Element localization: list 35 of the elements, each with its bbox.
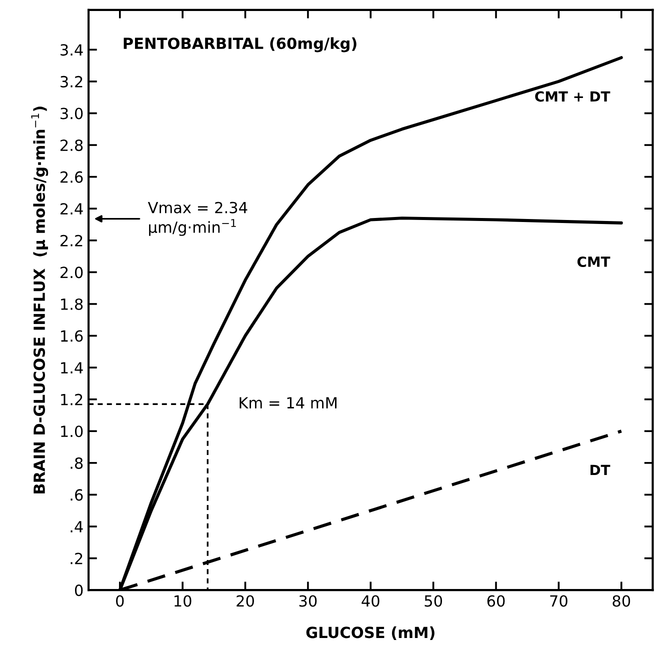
x-tick-label: 20	[236, 595, 254, 607]
y-tick-label: 1.2	[61, 394, 82, 406]
x-tick-label: 0	[116, 595, 124, 607]
y-tick-label: 3.4	[60, 44, 83, 56]
series-label: DT	[590, 464, 610, 476]
x-axis-title: GLUCOSE (mM)	[306, 626, 434, 640]
annotation: Km = 14 mM	[240, 397, 336, 408]
y-tick-label: 2.2	[60, 234, 82, 246]
annotation: Vmax = 2.34 μm/g·min$^{−1}$	[148, 202, 248, 236]
y-tick-label: .8	[70, 457, 83, 469]
y-tick-label: 2.6	[60, 171, 83, 183]
y-tick-label: .6	[70, 489, 83, 501]
x-tick-label: 40	[362, 595, 380, 607]
text: PENTOBARBITAL (60mg/kg)	[124, 37, 356, 52]
text: CMT	[577, 256, 610, 268]
y-tick-label: 2.0	[60, 266, 83, 278]
y-tick-label: .4	[70, 521, 83, 532]
x-tick-label: 60	[487, 595, 505, 607]
y-tick-label: .2	[70, 552, 82, 564]
x-tick-label: 70	[550, 595, 568, 607]
x-tick-label: 30	[299, 595, 317, 607]
y-tick-label: 0	[74, 584, 83, 596]
y-tick-label: 3.0	[60, 108, 83, 120]
y-tick-label: 1.8	[61, 298, 83, 310]
x-tick-label: 10	[174, 595, 192, 607]
x-tick-label: 50	[424, 595, 442, 607]
x-tick-label: 80	[612, 595, 630, 607]
y-tick-label: 2.8	[60, 140, 83, 152]
y-tick-label: 3.2	[60, 76, 82, 88]
y-tick-label: 1.4	[61, 362, 83, 374]
y-tick-label: 1.6	[61, 330, 83, 342]
y-tick-label: 2.4	[60, 203, 83, 214]
series-label: CMT + DT	[535, 91, 610, 102]
y-axis-title: BRAIN D-GLUCOSE INFLUX (μ moles/g·min$^{−1}$)	[31, 106, 48, 494]
y-tick-label: 1.0	[61, 426, 83, 438]
